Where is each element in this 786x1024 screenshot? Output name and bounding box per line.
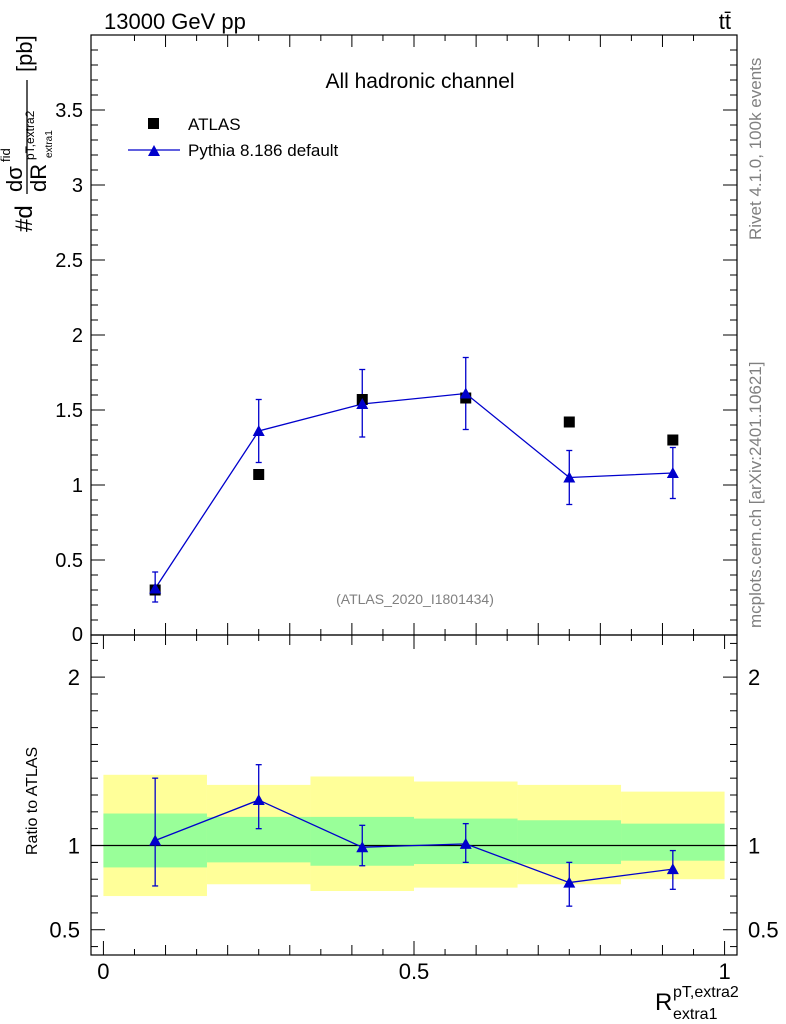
pythia-point xyxy=(459,387,472,399)
ylabel-denominator-sup: pT,extra2 xyxy=(23,110,37,160)
ylabel-hash: #d xyxy=(11,205,38,232)
ratio-pythia-point xyxy=(563,876,576,888)
ratio-pythia-point xyxy=(356,841,369,853)
ratio-bands xyxy=(103,774,725,897)
mcplots-label: mcplots.cern.ch [arXiv:2401.10621] xyxy=(746,362,765,628)
ratio-ytick-label-right: 1 xyxy=(748,834,760,859)
ratio-ytick-label-right: 2 xyxy=(748,665,760,690)
main-ytick-labels: 0.5 1 1.5 2 2.5 3 3.5 0 xyxy=(55,100,83,646)
ratio-xtick-label: 0 xyxy=(97,959,109,984)
legend-pythia-label: Pythia 8.186 default xyxy=(188,141,339,160)
main-ytick-label: 1.5 xyxy=(55,400,83,422)
ratio-xtick-labels: 0 0.5 1 xyxy=(97,959,730,984)
atlas-point xyxy=(563,416,575,428)
ratio-ytick-label-left: 1 xyxy=(68,834,80,859)
pythia-point xyxy=(666,467,679,478)
ylabel-denominator-sub: extra1 xyxy=(44,130,55,158)
main-ytick-label: 3 xyxy=(72,175,83,197)
ratio-pythia-point xyxy=(666,863,679,875)
legend-atlas-label: ATLAS xyxy=(188,115,241,134)
ratio-xtick-label: 0.5 xyxy=(399,959,430,984)
atlas-point xyxy=(667,434,679,446)
pythia-point xyxy=(563,471,576,483)
ratio-data xyxy=(149,764,679,907)
legend-atlas-marker xyxy=(148,118,159,129)
ratio-xtick-label: 1 xyxy=(718,959,730,984)
main-ytick-label-zero: 0 xyxy=(72,624,83,646)
pythia-line xyxy=(154,392,673,589)
xlabel-sup: pT,extra2 xyxy=(673,984,739,1001)
ratio-ytick-labels: 0.5 0.5 1 1 2 2 xyxy=(49,665,778,943)
header-energy: 13000 GeV pp xyxy=(104,9,246,34)
analysis-watermark: (ATLAS_2020_I1801434) xyxy=(336,591,494,607)
ratio-pythia-line xyxy=(154,799,673,884)
ratio-ytick-label-right: 0.5 xyxy=(748,918,779,943)
main-ytick-label: 2.5 xyxy=(55,250,83,272)
ratio-ylabel: Ratio to ATLAS xyxy=(24,747,41,855)
xlabel: R pT,extra2 extra1 xyxy=(655,984,739,1023)
ylabel-unit: [pb] xyxy=(12,35,37,72)
ratio-ticks xyxy=(91,635,737,955)
ylabel-numerator: dσ xyxy=(2,166,27,192)
ratio-pythia-point xyxy=(252,794,265,806)
main-ytick-label: 1 xyxy=(72,475,83,497)
ratio-pythia-point xyxy=(149,834,162,846)
ylabel-denominator: dR xyxy=(26,164,51,192)
main-ytick-label: 0.5 xyxy=(55,550,83,572)
main-ytick-label: 3.5 xyxy=(55,100,83,122)
main-ticks xyxy=(91,35,737,635)
pythia-point xyxy=(252,425,265,436)
ratio-ytick-label-left: 0.5 xyxy=(49,918,80,943)
ylabel-numerator-sup: fid xyxy=(0,148,13,162)
ratio-ytick-label-left: 2 xyxy=(68,665,80,690)
main-title: All hadronic channel xyxy=(325,70,514,93)
main-data xyxy=(149,356,679,603)
xlabel-sub: extra1 xyxy=(673,1006,718,1023)
legend: ATLAS Pythia 8.186 default xyxy=(128,115,339,160)
ratio-pythia-point xyxy=(459,837,472,849)
ratio-band-green xyxy=(517,820,622,865)
atlas-point xyxy=(253,469,265,480)
main-panel: 0.5 1 1.5 2 2.5 3 3.5 0 All hadronic channel (A… xyxy=(0,34,738,646)
rivet-label: Rivet 4.1.0, 100k events xyxy=(746,58,765,240)
main-ylabel: #d dσ fid dR pT,extra2 extra1 [pb] xyxy=(0,35,55,232)
xlabel-main: R xyxy=(655,989,672,1016)
pythia-point xyxy=(149,582,162,594)
pythia-point xyxy=(356,398,369,409)
legend-pythia-marker xyxy=(148,145,160,156)
header-process: tt̄ xyxy=(719,9,731,34)
main-ytick-label: 2 xyxy=(72,325,83,347)
ratio-panel: 0.5 0.51 12 2 0 0.5 1 Ratio to ATLAS R pT,ext… xyxy=(24,634,779,1023)
